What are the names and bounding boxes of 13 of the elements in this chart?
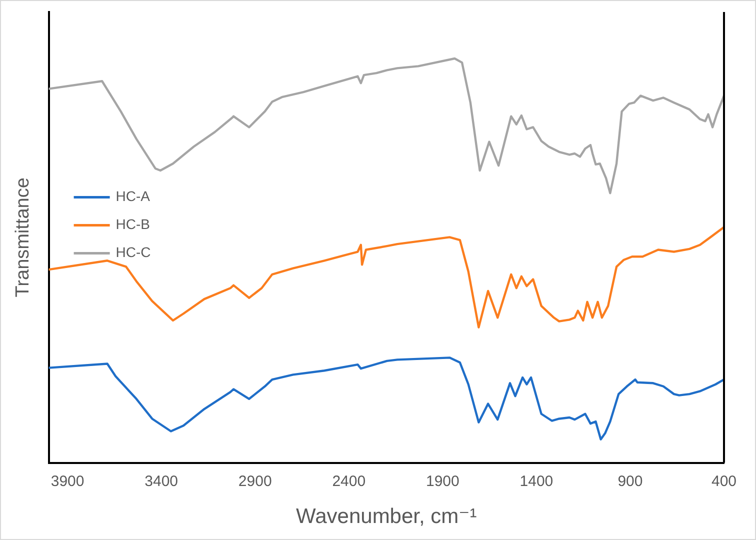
x-tick-label: 400 <box>711 472 737 490</box>
y-axis-title: Transmittance <box>12 178 34 298</box>
legend-label: HC-A <box>116 188 151 204</box>
x-tick-label: 3900 <box>50 472 84 490</box>
x-axis-title: Wavenumber, cm⁻¹ <box>296 505 477 528</box>
x-tick-label: 1400 <box>520 472 554 490</box>
x-tick-label: 1900 <box>426 472 460 490</box>
x-tick-label: 900 <box>618 472 643 490</box>
legend-label: HC-C <box>116 244 151 260</box>
x-tick-label: 2900 <box>238 472 272 490</box>
legend-label: HC-B <box>116 216 150 232</box>
x-tick-label: 3400 <box>144 472 178 490</box>
x-tick-label: 2400 <box>332 472 366 490</box>
